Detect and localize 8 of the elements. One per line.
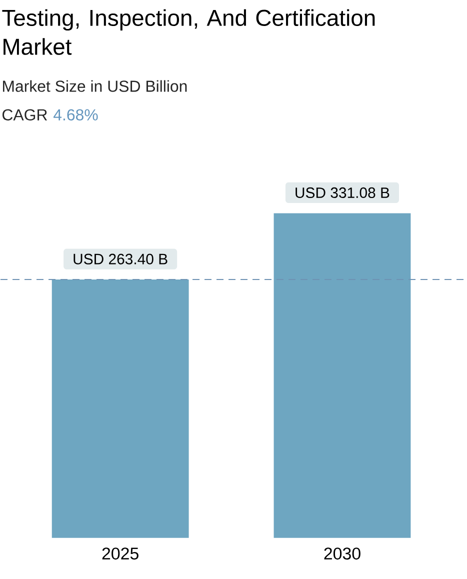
chart-title: Testing, Inspection, And Certification Market <box>2 9 375 55</box>
data-label: USD 263.40 B <box>74 254 168 264</box>
text: 4.68% <box>54 109 98 120</box>
chart-subtitle: Market Size in USD Billion <box>3 80 187 92</box>
x-tick-label: 2030 <box>324 548 360 560</box>
data-label: USD 331.08 B <box>296 187 390 198</box>
x-tick-label: 2025 <box>102 548 138 560</box>
text: CAGR <box>2 109 48 120</box>
